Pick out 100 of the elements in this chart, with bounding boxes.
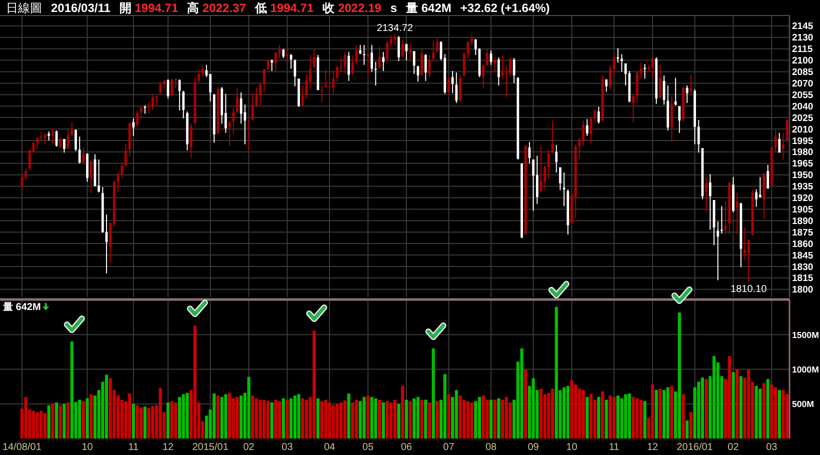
bar (174, 402, 178, 438)
x-tick-label: 11 (608, 442, 620, 453)
bar (104, 374, 108, 438)
bar (493, 400, 496, 438)
bar (82, 401, 85, 438)
y-tick-label: 2010 (792, 124, 814, 136)
bar (786, 394, 789, 438)
bar (316, 398, 320, 438)
y-tick-label: 1890 (792, 216, 814, 227)
candlestick (362, 45, 366, 65)
bar (678, 312, 681, 438)
bar (182, 394, 185, 438)
bar (428, 402, 432, 438)
bar (501, 400, 504, 438)
candlestick (366, 52, 370, 78)
bar (382, 402, 385, 438)
y-tick-label: 1965 (792, 158, 814, 170)
bar (404, 400, 408, 438)
y-tick-label: 1830 (792, 262, 814, 273)
bar (397, 404, 400, 438)
bar (497, 398, 500, 438)
bar (386, 401, 389, 438)
bar (297, 394, 300, 438)
bar (758, 388, 762, 438)
bar (228, 392, 232, 438)
bar (689, 412, 692, 438)
bar (70, 342, 74, 438)
bar (712, 356, 716, 438)
bar (336, 404, 339, 438)
bar (766, 378, 770, 438)
bar (240, 396, 243, 438)
bar (170, 401, 174, 438)
bar (639, 400, 643, 438)
bar (578, 388, 581, 438)
candlestick (320, 84, 324, 102)
y-tick-label: 1000M (792, 364, 819, 375)
bar (147, 408, 150, 438)
text: +32.62 (+1.64%) (460, 1, 550, 15)
bar (424, 400, 428, 438)
bar (478, 396, 482, 438)
y-tick-label: 500M (792, 399, 814, 410)
bar (66, 402, 70, 438)
y-tick-label: 1935 (792, 182, 814, 193)
bar (704, 378, 708, 438)
bar (351, 402, 354, 438)
bar (393, 400, 396, 438)
y-tick-label: 2055 (792, 90, 814, 101)
bar (224, 394, 228, 438)
bar (151, 406, 154, 438)
y-tick-label: 1845 (792, 250, 814, 262)
bar (47, 405, 50, 438)
text: 量 642M (405, 1, 452, 15)
y-tick-label: 1800 (792, 284, 814, 296)
bar (312, 330, 316, 438)
y-tick-label: 2145 (792, 21, 814, 32)
text: s (390, 1, 398, 15)
bar (358, 401, 362, 438)
bar (728, 356, 731, 438)
x-tick-label: 10 (566, 442, 578, 453)
bar (628, 393, 631, 438)
bar (320, 401, 324, 438)
bar (266, 401, 270, 438)
bar (420, 400, 424, 438)
x-tick-label: 12 (162, 442, 174, 453)
bar (286, 400, 289, 438)
candlestick (374, 62, 377, 86)
bar (636, 398, 639, 438)
x-tick-label: 12 (646, 442, 658, 453)
bar (301, 398, 304, 438)
bar (524, 369, 528, 438)
x-tick-label: 07 (443, 442, 455, 453)
y-tick-label: 1950 (792, 170, 814, 182)
bar (462, 400, 466, 438)
bar (443, 374, 446, 438)
y-tick-label: 2100 (792, 56, 814, 67)
bar (562, 387, 566, 438)
text: 高 2022.37 (187, 1, 246, 15)
x-tick-label: 10 (82, 442, 94, 453)
y-tick-label: 1920 (792, 193, 814, 204)
bar (616, 396, 620, 438)
bar (332, 405, 335, 438)
bar (343, 400, 346, 438)
x-tick-label: 06 (400, 442, 412, 453)
bar (193, 326, 196, 438)
bar (362, 396, 366, 438)
bar (304, 400, 308, 438)
bar (736, 369, 739, 438)
bar (374, 398, 378, 438)
bar (474, 401, 478, 438)
candlestick (248, 119, 250, 152)
bar (643, 401, 646, 438)
y-tick-label: 1995 (792, 136, 814, 147)
bar (408, 401, 412, 438)
bar (682, 394, 685, 438)
bar (143, 406, 146, 438)
x-tick-label: 03 (282, 442, 294, 453)
bar (378, 400, 382, 438)
bar (654, 390, 658, 438)
candlestick (736, 192, 738, 234)
bar (108, 378, 112, 438)
